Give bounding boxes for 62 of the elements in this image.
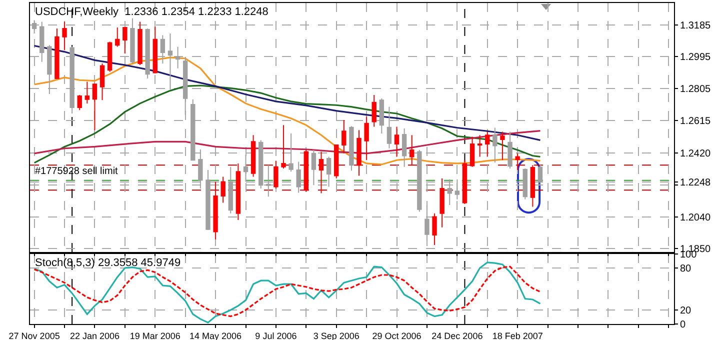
candlestick: [77, 94, 82, 111]
candlestick: [515, 152, 520, 171]
candlestick: [40, 21, 44, 62]
candlestick: [394, 126, 400, 158]
x-tick-label: 29 Oct 2006: [372, 330, 422, 340]
candlestick: [410, 134, 414, 166]
candlestick: [220, 176, 226, 204]
y-tick-label: 1.2420: [680, 148, 712, 160]
x-tick-label: 27 Nov 2005: [8, 330, 60, 340]
candlestick: [318, 151, 324, 194]
candlestick: [107, 41, 112, 72]
candlestick: [54, 28, 60, 79]
candlestick: [530, 164, 536, 208]
x-tick-label: 24 Dec 2006: [432, 330, 483, 340]
y-tick-label: 20: [680, 306, 692, 316]
candlestick: [250, 134, 256, 178]
candlestick: [274, 160, 278, 189]
candlestick: [304, 150, 308, 192]
line-series: [34, 56, 542, 166]
candlestick: [342, 120, 346, 154]
candlestick: [138, 21, 142, 66]
candlestick: [115, 26, 120, 48]
candlestick: [62, 21, 67, 51]
candlestick: [152, 26, 158, 74]
line-series: [34, 84, 542, 164]
y-tick-label: 1.2248: [680, 177, 712, 188]
candlestick: [236, 162, 241, 220]
candlestick: [432, 212, 437, 246]
y-tick-label: 1.2805: [680, 84, 712, 96]
ref-line-label: #1775928 sell limit: [35, 166, 118, 177]
x-tick-label: 19 Mar 2006: [130, 330, 180, 340]
candlestick: [462, 160, 468, 205]
candlestick: [213, 181, 218, 240]
candlestick: [492, 127, 498, 163]
x-tick-label: 22 Jan 2006: [70, 330, 120, 340]
candlestick: [364, 116, 369, 161]
x-tick-label: 18 Feb 2007: [492, 330, 543, 340]
y-tick-label: 1.2040: [680, 212, 712, 224]
candlestick: [92, 82, 98, 131]
candlestick: [477, 134, 482, 158]
candlestick: [470, 136, 475, 168]
line-series: [34, 44, 542, 141]
candlestick: [500, 131, 505, 161]
y-tick-label: 0: [680, 320, 686, 330]
y-tick-label: 80: [680, 264, 692, 274]
candlestick: [100, 63, 105, 101]
candlestick: [349, 126, 354, 172]
x-tick-label: 9 Jul 2006: [255, 330, 297, 340]
candlestick: [168, 33, 173, 90]
candlestick: [440, 178, 444, 228]
candlestick: [311, 150, 316, 186]
y-tick-label: 1.2615: [680, 116, 712, 127]
y-tick-label: 1.3185: [680, 20, 712, 32]
candlestick: [372, 94, 376, 128]
y-tick-label: 1.2995: [680, 52, 712, 64]
candlestick: [485, 131, 490, 158]
candlestick: [281, 124, 286, 169]
line-series: [34, 130, 542, 154]
candlestick: [122, 26, 128, 54]
candlestick: [84, 81, 90, 104]
candlestick: [334, 144, 339, 179]
candlestick: [356, 130, 362, 176]
